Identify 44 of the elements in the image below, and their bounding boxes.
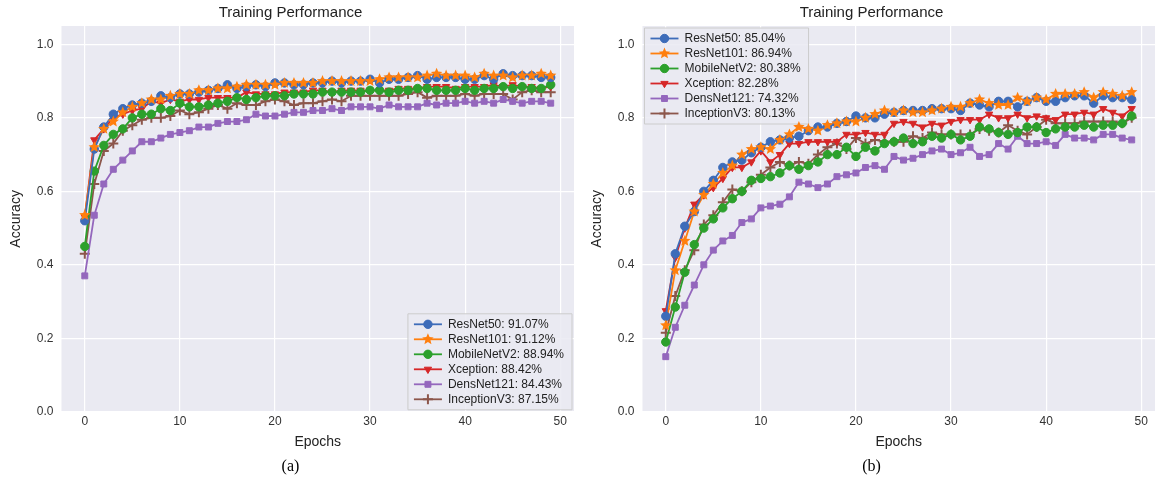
y-tick-label: 0.2: [36, 330, 54, 345]
x-axis-title: Epochs: [294, 433, 342, 450]
legend-label: Xception: 82.28%: [684, 75, 779, 90]
y-tick-label: 0.4: [617, 257, 635, 272]
x-tick-label: 40: [458, 414, 473, 429]
legend-label: ResNet50: 91.07%: [447, 316, 549, 331]
y-tick-label: 0.2: [617, 330, 635, 345]
y-tick-label: 0.0: [617, 404, 635, 419]
x-tick-label: 10: [173, 414, 187, 429]
legend-label: Xception: 88.42%: [447, 361, 543, 376]
x-tick-label: 30: [363, 414, 378, 429]
legend-label: ResNet101: 86.94%: [684, 45, 793, 60]
legend-label: InceptionV3: 80.13%: [684, 105, 796, 120]
y-tick-label: 1.0: [36, 36, 54, 51]
x-tick-label: 30: [944, 414, 959, 429]
x-axis-title: Epochs: [875, 433, 923, 450]
x-tick-label: 20: [268, 414, 282, 429]
text: (b): [861, 456, 882, 477]
y-tick-label: 0.8: [36, 110, 54, 125]
y-tick-label: 0.0: [36, 404, 54, 419]
legend-label: DensNet121: 84.43%: [447, 376, 563, 391]
y-tick-label: 0.4: [36, 257, 54, 272]
legend-label: DensNet121: 74.32%: [684, 90, 799, 105]
x-tick-label: 20: [849, 414, 863, 429]
y-tick-label: 1.0: [617, 36, 635, 51]
y-axis-title: Accuracy: [7, 190, 24, 248]
y-tick-label: 0.8: [617, 110, 635, 125]
text: (a): [280, 456, 301, 477]
y-tick-label: 0.6: [617, 183, 635, 198]
legend-label: InceptionV3: 87.15%: [447, 391, 560, 406]
x-tick-label: 50: [553, 414, 568, 429]
legend-label: ResNet101: 91.12%: [447, 331, 556, 346]
legend-label: MobileNetV2: 80.38%: [684, 60, 801, 75]
x-tick-label: 40: [1039, 414, 1054, 429]
legend-label: MobileNetV2: 88.94%: [447, 346, 565, 361]
x-tick-label: 50: [1134, 414, 1149, 429]
x-tick-label: 0: [81, 414, 89, 429]
chart-title: Training Performance: [799, 3, 944, 21]
y-tick-label: 0.6: [36, 183, 54, 198]
chart-title: Training Performance: [218, 3, 363, 21]
y-axis-title: Accuracy: [588, 190, 605, 248]
legend-label: ResNet50: 85.04%: [684, 30, 786, 45]
x-tick-label: 0: [662, 414, 670, 429]
x-tick-label: 10: [754, 414, 768, 429]
